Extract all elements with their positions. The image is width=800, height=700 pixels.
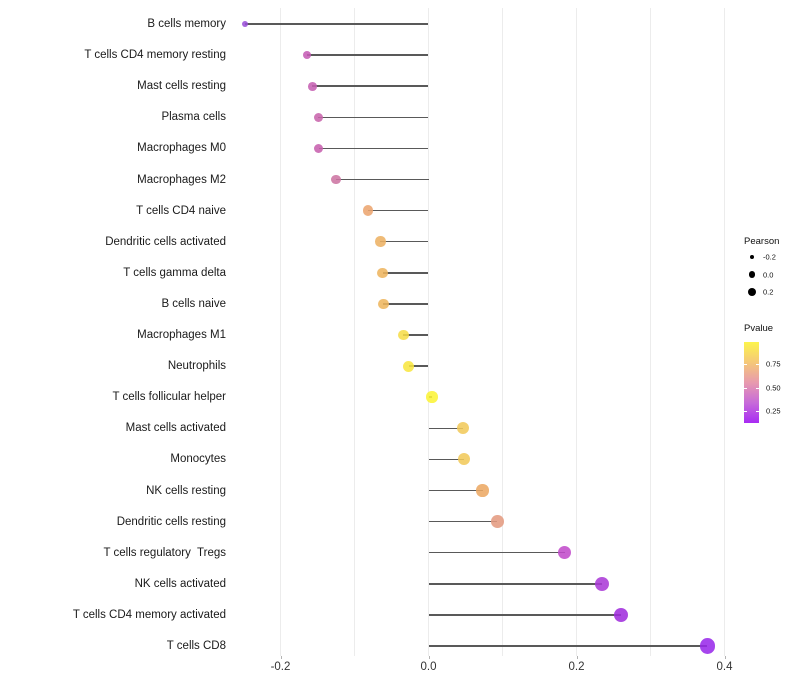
pvalue-tick-label: 0.25 [766, 406, 781, 416]
lollipop-dot [457, 422, 470, 435]
lollipop-stem [307, 54, 429, 56]
size-legend-label: 0.2 [763, 287, 774, 297]
pvalue-tick-mark [744, 363, 747, 365]
category-label: Macrophages M1 [137, 329, 226, 341]
gridline [724, 8, 725, 656]
pvalue-tick-mark [744, 388, 747, 390]
gridline [354, 8, 355, 656]
pvalue-tick-mark [744, 410, 747, 412]
lollipop-stem [380, 240, 429, 243]
lollipop-stem [428, 520, 498, 523]
category-label: Neutrophils [167, 360, 226, 373]
category-label: T cells CD4 memory resting [84, 49, 226, 62]
lollipop-dot [613, 607, 629, 623]
pvalue-tick-mark [756, 388, 759, 390]
lollipop-stem [367, 209, 429, 212]
x-axis-label: 0.4 [716, 661, 733, 673]
category-label: T cells CD4 memory activated [72, 608, 226, 621]
size-legend-key-dot [748, 288, 756, 296]
size-legend-key-dot [748, 271, 756, 278]
gridline [428, 8, 429, 656]
lollipop-stem [408, 365, 429, 367]
lollipop-dot [375, 236, 386, 247]
lollipop-stem [428, 551, 565, 554]
lollipop-dot [242, 21, 248, 27]
category-label: T cells follicular helper [112, 391, 226, 404]
lollipop-stem [428, 427, 464, 430]
category-label: B cells naive [161, 297, 226, 310]
lollipop-dot [594, 576, 609, 591]
category-label: Dendritic cells resting [116, 515, 226, 528]
x-axis-tick [576, 656, 578, 659]
lollipop-stem [428, 614, 621, 616]
size-legend-title: Pearson [744, 236, 780, 247]
lollipop-dot [362, 205, 373, 216]
lollipop-stem [403, 334, 429, 336]
lollipop-stem [336, 178, 429, 181]
category-label: NK cells activated [134, 577, 226, 590]
gridline [576, 8, 577, 656]
lollipop-dot [331, 174, 341, 185]
lollipop-stem [428, 458, 465, 461]
pvalue-tick-mark [756, 363, 759, 365]
x-axis-label: 0.2 [568, 661, 585, 673]
lollipop-dot [557, 545, 572, 560]
x-axis-label: 0.0 [420, 661, 437, 673]
lollipop-dot [302, 50, 312, 60]
lollipop-stem [383, 303, 429, 305]
lollipop-dot [403, 360, 415, 372]
x-axis-tick [428, 656, 430, 659]
category-label: Plasma cells [161, 111, 226, 124]
lollipop-stem [428, 489, 483, 492]
lollipop-stem [312, 85, 429, 87]
size-legend-label: -0.2 [763, 252, 776, 262]
category-label: T cells gamma delta [123, 266, 226, 279]
pvalue-tick-label: 0.50 [766, 383, 781, 393]
category-label: B cells memory [147, 18, 226, 30]
lollipop-stem [428, 645, 708, 647]
x-axis-label: -0.2 [270, 661, 291, 673]
category-label: Mast cells resting [137, 80, 226, 93]
lollipop-dot [699, 638, 716, 654]
lollipop-stem [318, 147, 429, 150]
size-legend-label: 0.0 [763, 270, 774, 279]
lollipop-stem [428, 583, 602, 585]
size-legend-key-dot [749, 254, 755, 260]
lollipop-stem [244, 23, 429, 25]
lollipop-dot [377, 267, 388, 279]
color-legend-title: Pvalue [744, 323, 774, 334]
lollipop-dot [491, 515, 504, 528]
x-axis-tick [280, 656, 282, 659]
gridline [502, 8, 503, 656]
category-label: Macrophages M2 [137, 173, 226, 186]
lollipop-dot [397, 329, 409, 341]
category-label: Dendritic cells activated [105, 235, 226, 248]
category-label: Macrophages M0 [137, 142, 226, 155]
category-label: T cells CD8 [166, 640, 226, 652]
lollipop-dot [476, 484, 489, 497]
lollipop-dot [313, 112, 323, 122]
gridline [280, 8, 281, 656]
lollipop-dot [307, 81, 317, 91]
pvalue-tick-label: 0.75 [766, 359, 781, 369]
category-label: T cells regulatory Tregs [103, 546, 226, 559]
category-label: T cells CD4 naive [136, 204, 226, 217]
pvalue-gradient-bar [744, 342, 759, 423]
pvalue-tick-mark [756, 410, 759, 412]
gridline [650, 8, 651, 656]
lollipop-dot [426, 391, 438, 403]
category-label: Mast cells activated [125, 422, 226, 435]
lollipop-dot [378, 298, 389, 310]
x-axis-tick [724, 656, 726, 659]
category-label: NK cells resting [146, 484, 226, 497]
lollipop-stem [318, 116, 429, 119]
lollipop-stem [382, 272, 429, 274]
lollipop-dot [458, 453, 471, 466]
category-label: Monocytes [170, 453, 226, 466]
lollipop-dot [314, 143, 324, 153]
